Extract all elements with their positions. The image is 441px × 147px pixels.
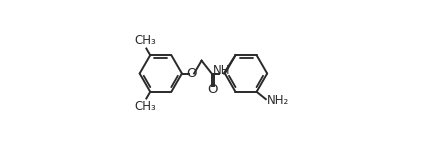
Text: O: O bbox=[186, 67, 197, 80]
Text: O: O bbox=[208, 83, 218, 96]
Text: CH₃: CH₃ bbox=[135, 100, 156, 113]
Text: NH₂: NH₂ bbox=[266, 95, 289, 107]
Text: NH: NH bbox=[213, 64, 230, 77]
Text: CH₃: CH₃ bbox=[135, 34, 156, 47]
